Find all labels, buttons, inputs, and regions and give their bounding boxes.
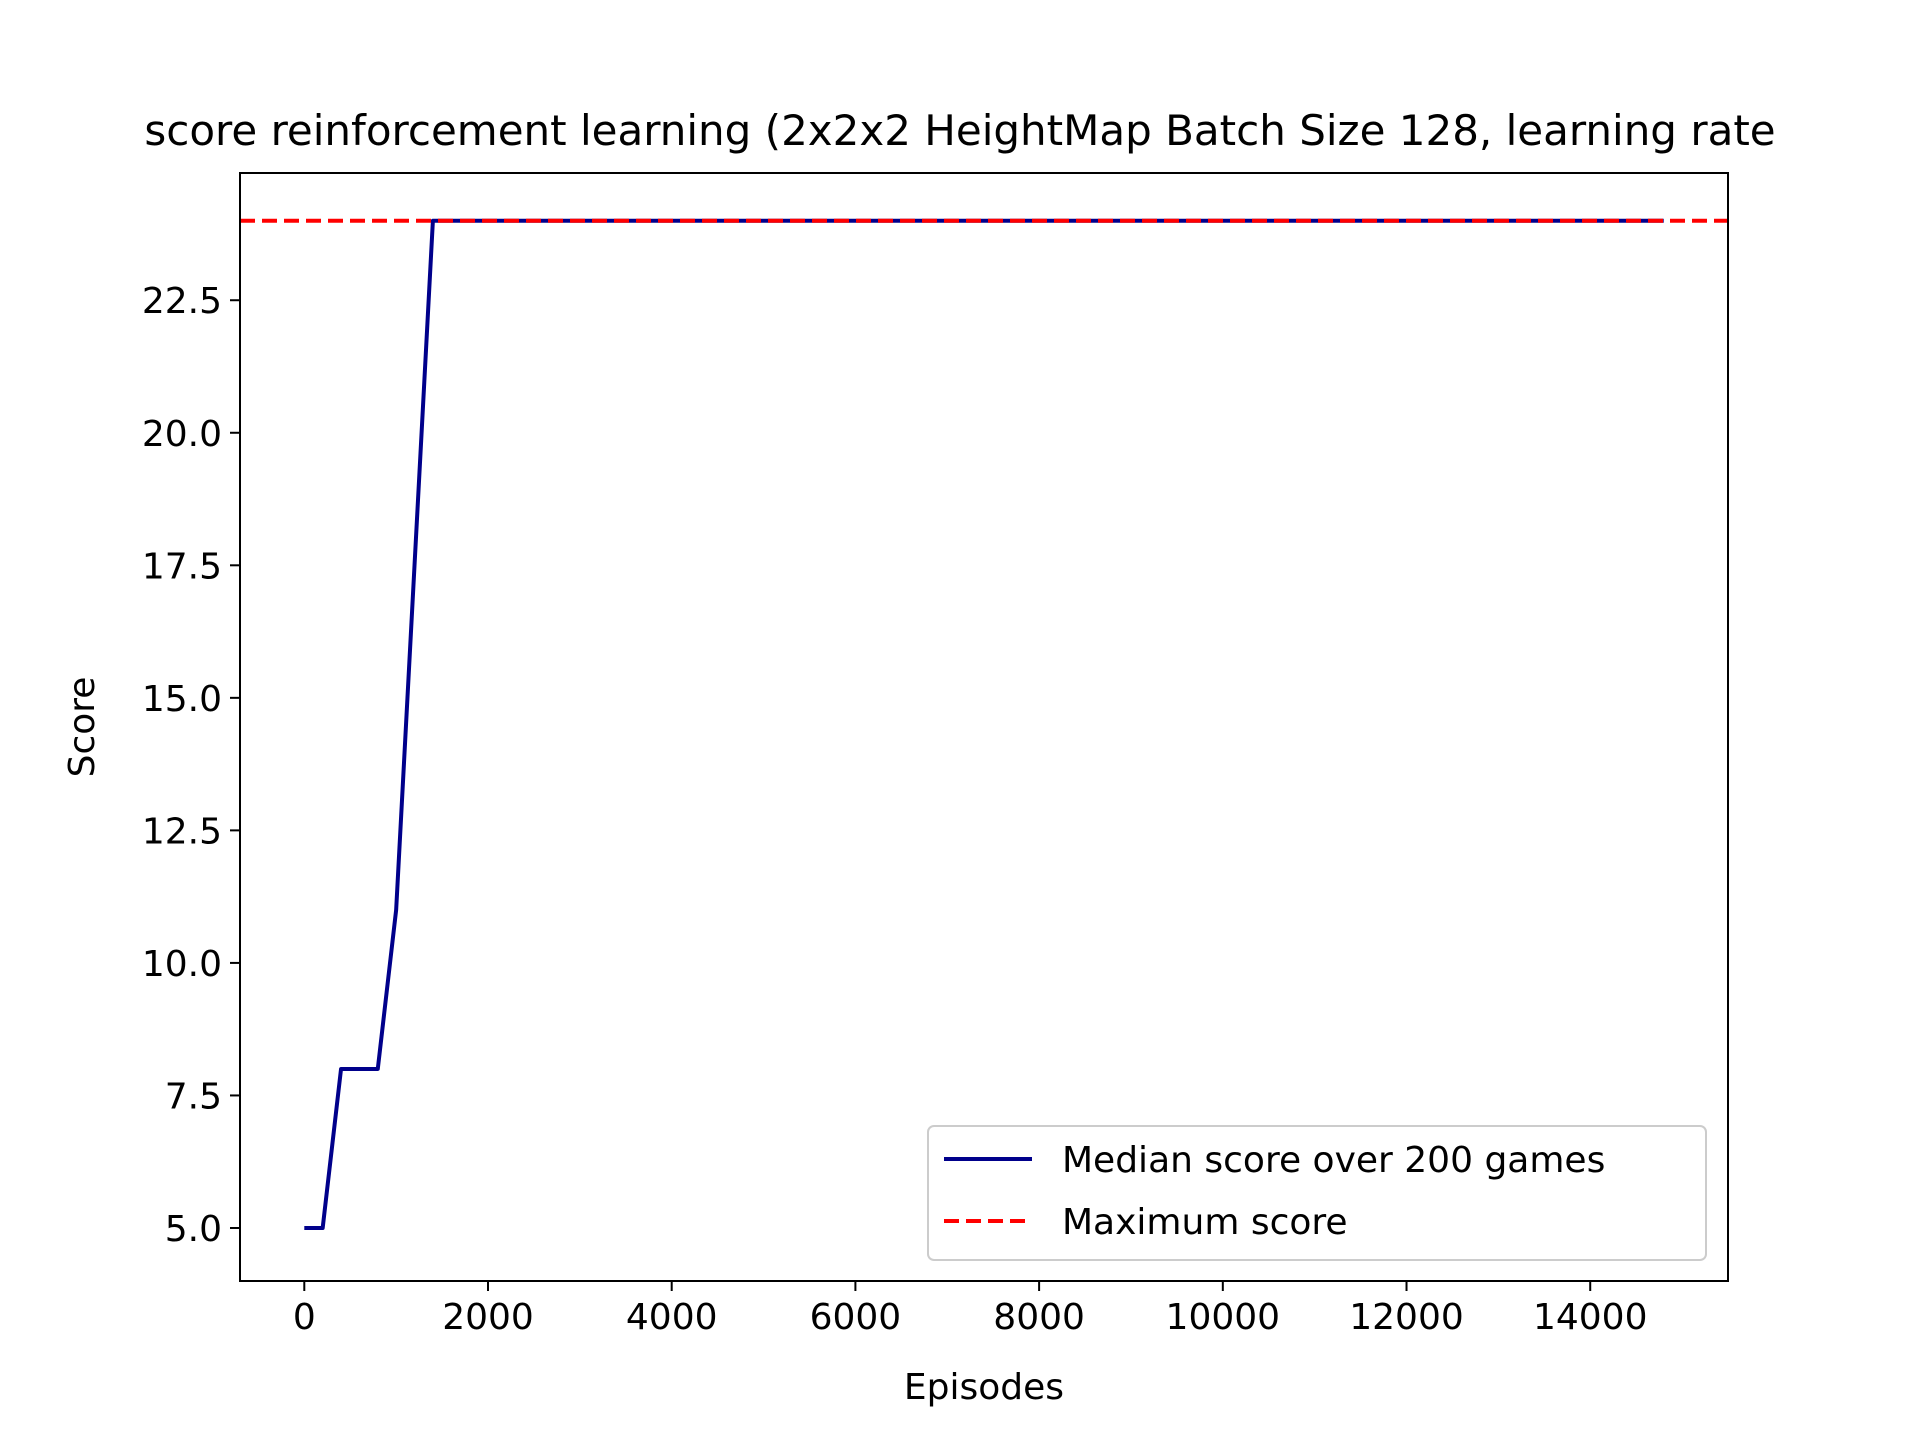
x-tick-label: 2000	[442, 1297, 534, 1338]
plot-frame	[239, 172, 1729, 1282]
x-tick-label: 14000	[1533, 1297, 1648, 1338]
y-axis-label: Score	[62, 677, 103, 778]
x-axis: 0 2000 4000 6000 8000 10000 12000 14000	[293, 1281, 1648, 1338]
x-axis-label: Episodes	[904, 1367, 1064, 1408]
y-tick-label: 10.0	[142, 944, 222, 985]
x-tick-label: 4000	[626, 1297, 718, 1338]
y-tick-label: 20.0	[142, 414, 222, 455]
x-tick-label: 6000	[810, 1297, 902, 1338]
y-tick-label: 22.5	[142, 281, 222, 322]
y-axis: 5.0 7.5 10.0 12.5 15.0 17.5 20.0 22.5	[142, 281, 240, 1250]
y-tick-label: 15.0	[142, 679, 222, 720]
series-line-median-score	[304, 218, 1664, 1230]
x-tick-label: 8000	[993, 1297, 1085, 1338]
x-tick-label: 10000	[1166, 1297, 1281, 1338]
x-tick-label: 0	[293, 1297, 316, 1338]
y-tick-label: 12.5	[142, 811, 222, 852]
y-tick-label: 17.5	[142, 546, 222, 587]
y-tick-label: 5.0	[165, 1209, 222, 1250]
legend-entry-maximum: Maximum score	[1062, 1202, 1348, 1243]
y-tick-label: 7.5	[165, 1076, 222, 1117]
x-tick-label: 12000	[1349, 1297, 1464, 1338]
series-layer	[240, 218, 1728, 1230]
legend: Median score over 200 games Maximum scor…	[927, 1125, 1707, 1261]
legend-box	[927, 1125, 1707, 1261]
legend-entry-median: Median score over 200 games	[1062, 1140, 1605, 1181]
chart-title: score reinforcement learning (2x2x2 Heig…	[144, 106, 1775, 155]
